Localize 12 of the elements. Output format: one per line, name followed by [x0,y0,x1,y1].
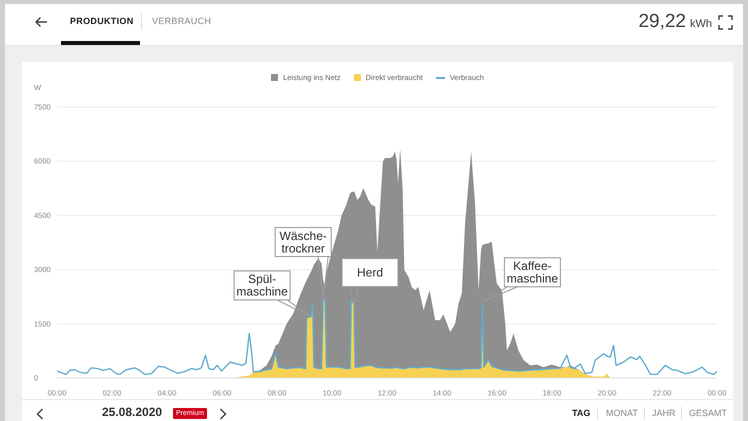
text: JAHR [644,407,676,420]
annotation: Kaffee- maschine [506,259,558,286]
text: 25.08.2020 [102,405,162,419]
text: GESAMT [681,407,728,420]
annotation: Wäsche- trockner [280,228,327,256]
annotation: Spül- maschine [236,272,288,299]
text: MONAT [597,407,638,420]
text: PRODUKTION [70,16,134,26]
text: TAG [572,408,590,418]
text: VERBRAUCH [141,13,212,30]
text: 29,22 kWh [638,11,712,32]
annotation: Herd [356,266,384,280]
